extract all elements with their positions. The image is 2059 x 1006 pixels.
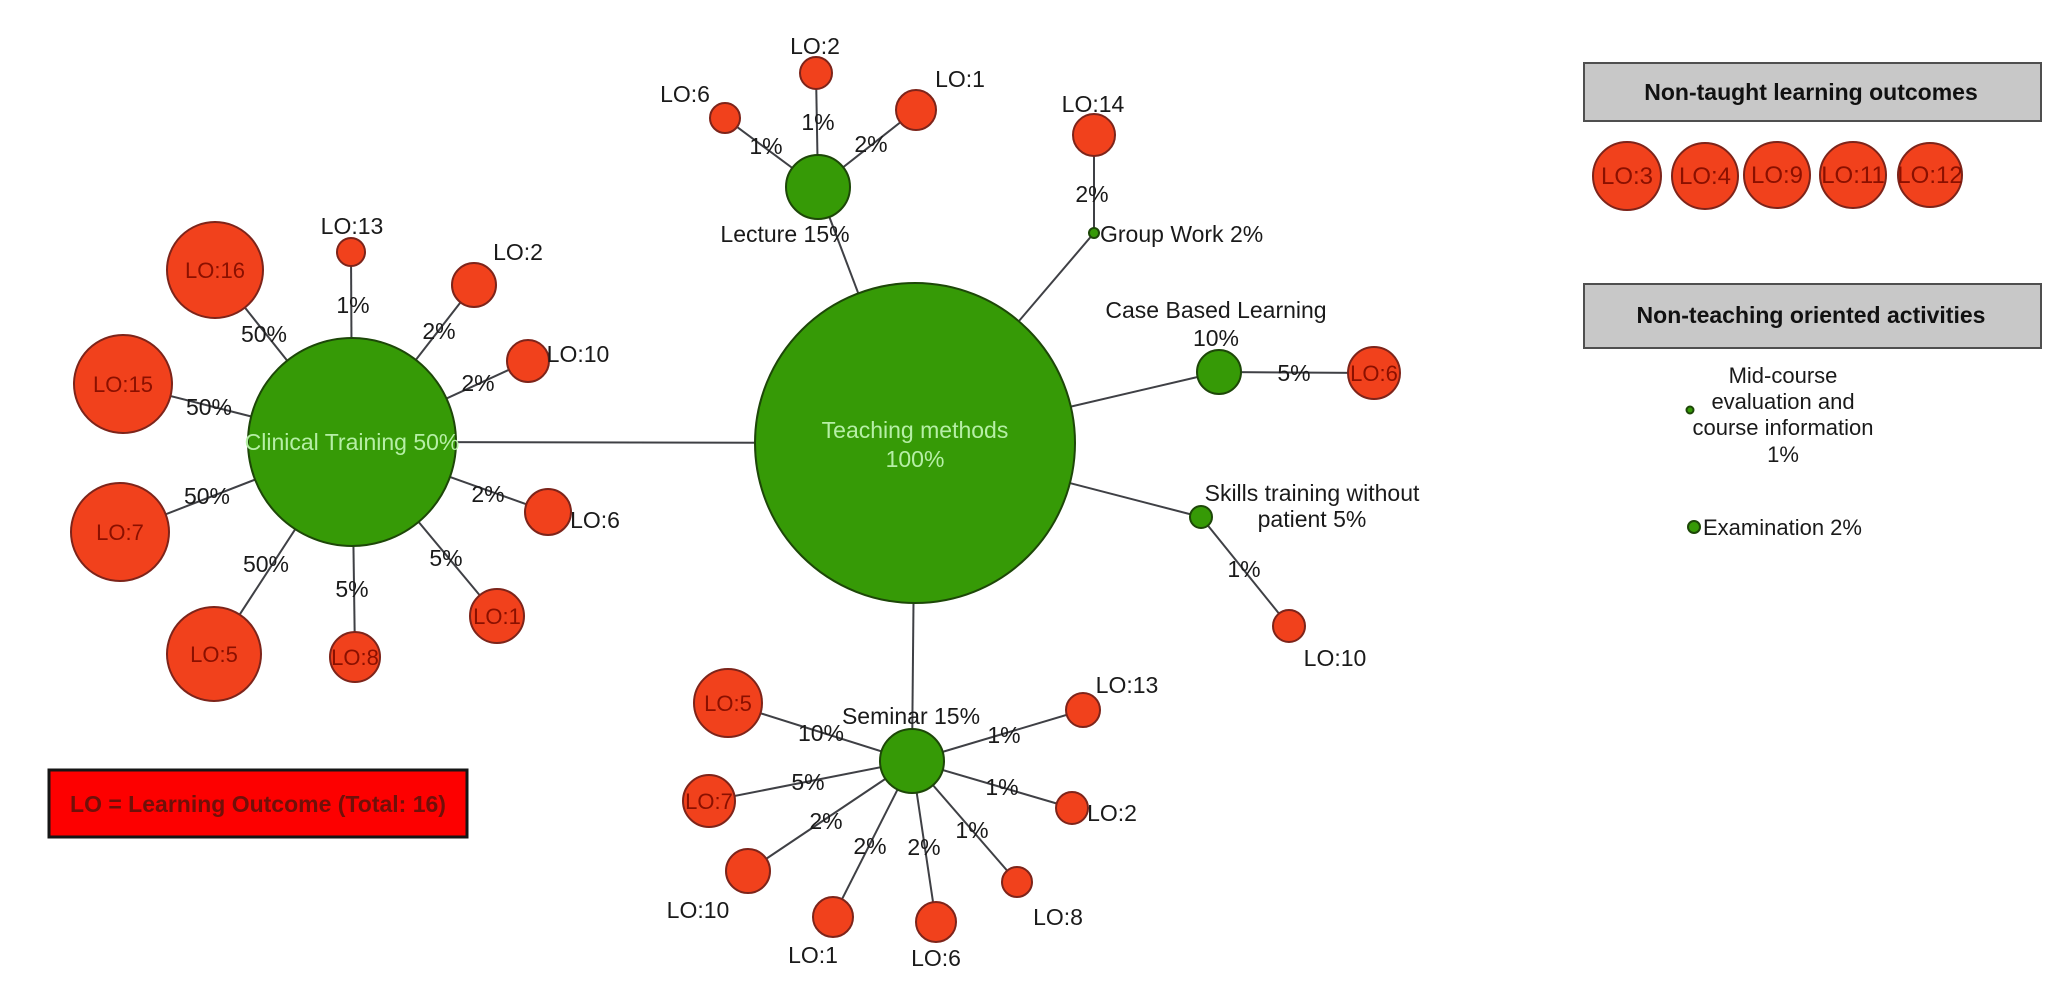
svg-text:LO:13: LO:13	[321, 213, 384, 239]
svg-text:LO:5: LO:5	[704, 691, 752, 716]
svg-text:1%: 1%	[801, 109, 834, 135]
svg-text:50%: 50%	[184, 483, 230, 509]
svg-text:Skills training without: Skills training without	[1205, 480, 1420, 506]
svg-text:LO:6: LO:6	[911, 945, 961, 971]
svg-text:LO = Learning Outcome (Total:: LO = Learning Outcome (Total: 16)	[70, 791, 446, 817]
svg-text:5%: 5%	[1277, 360, 1310, 386]
svg-text:50%: 50%	[243, 551, 289, 577]
svg-text:2%: 2%	[422, 318, 455, 344]
svg-text:1%: 1%	[985, 774, 1018, 800]
svg-text:LO:12: LO:12	[1897, 162, 1962, 189]
svg-text:Group Work 2%: Group Work 2%	[1100, 221, 1263, 247]
svg-text:evaluation and: evaluation and	[1711, 389, 1854, 414]
svg-text:1%: 1%	[336, 292, 369, 318]
svg-text:1%: 1%	[987, 722, 1020, 748]
svg-text:Teaching methods: Teaching methods	[822, 417, 1009, 443]
svg-text:2%: 2%	[471, 481, 504, 507]
svg-text:LO:16: LO:16	[185, 258, 245, 283]
svg-text:1%: 1%	[1227, 556, 1260, 582]
svg-text:50%: 50%	[186, 394, 232, 420]
svg-text:LO:1: LO:1	[788, 942, 838, 968]
svg-text:LO:10: LO:10	[667, 897, 730, 923]
svg-text:Clinical Training 50%: Clinical Training 50%	[245, 429, 460, 455]
svg-text:2%: 2%	[907, 834, 940, 860]
svg-text:LO:15: LO:15	[93, 372, 153, 397]
svg-text:2%: 2%	[809, 808, 842, 834]
svg-text:LO:1: LO:1	[473, 604, 521, 629]
svg-text:Lecture 15%: Lecture 15%	[720, 221, 849, 247]
svg-text:1%: 1%	[749, 133, 782, 159]
svg-text:50%: 50%	[241, 321, 287, 347]
svg-text:LO:2: LO:2	[790, 33, 840, 59]
svg-text:LO:1: LO:1	[935, 66, 985, 92]
svg-text:Mid-course: Mid-course	[1729, 363, 1838, 388]
svg-text:LO:8: LO:8	[331, 645, 379, 670]
svg-text:Case Based Learning: Case Based Learning	[1105, 297, 1326, 323]
svg-text:LO:2: LO:2	[1087, 800, 1137, 826]
svg-text:5%: 5%	[335, 576, 368, 602]
svg-text:LO:3: LO:3	[1601, 163, 1653, 190]
svg-text:LO:14: LO:14	[1062, 91, 1125, 117]
svg-text:2%: 2%	[853, 833, 886, 859]
svg-text:LO:2: LO:2	[493, 239, 543, 265]
svg-text:LO:11: LO:11	[1821, 162, 1885, 189]
svg-text:LO:6: LO:6	[660, 81, 710, 107]
svg-text:5%: 5%	[791, 769, 824, 795]
svg-text:LO:4: LO:4	[1679, 163, 1731, 190]
svg-text:course information: course information	[1693, 415, 1874, 440]
svg-text:LO:10: LO:10	[1304, 645, 1367, 671]
svg-text:1%: 1%	[1767, 442, 1799, 467]
svg-text:Examination 2%: Examination 2%	[1703, 515, 1862, 540]
svg-text:LO:10: LO:10	[547, 341, 610, 367]
svg-text:LO:13: LO:13	[1096, 672, 1159, 698]
svg-text:LO:6: LO:6	[570, 507, 620, 533]
svg-text:LO:5: LO:5	[190, 642, 238, 667]
svg-text:LO:7: LO:7	[685, 789, 733, 814]
svg-text:LO:8: LO:8	[1033, 904, 1083, 930]
svg-text:2%: 2%	[461, 370, 494, 396]
svg-text:10%: 10%	[798, 720, 844, 746]
svg-text:100%: 100%	[886, 446, 945, 472]
svg-text:2%: 2%	[1075, 181, 1108, 207]
svg-text:5%: 5%	[429, 545, 462, 571]
svg-text:LO:7: LO:7	[96, 520, 144, 545]
svg-text:Non-teaching oriented activiti: Non-teaching oriented activities	[1637, 302, 1986, 328]
svg-text:10%: 10%	[1193, 325, 1239, 351]
svg-text:2%: 2%	[854, 131, 887, 157]
svg-text:1%: 1%	[955, 817, 988, 843]
svg-text:patient 5%: patient 5%	[1258, 506, 1367, 532]
svg-text:LO:6: LO:6	[1350, 361, 1398, 386]
svg-text:LO:9: LO:9	[1751, 162, 1803, 189]
svg-text:Non-taught learning outcomes: Non-taught learning outcomes	[1644, 79, 1978, 105]
svg-text:Seminar 15%: Seminar 15%	[842, 703, 980, 729]
